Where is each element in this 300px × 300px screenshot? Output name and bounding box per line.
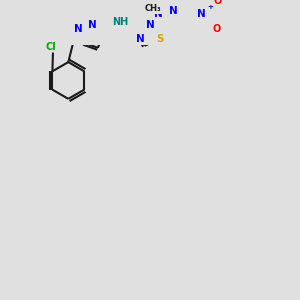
Text: N: N — [154, 9, 163, 19]
Text: N: N — [136, 34, 145, 44]
Text: Cl: Cl — [46, 42, 56, 52]
Text: O: O — [212, 24, 220, 34]
Text: NH: NH — [112, 17, 128, 27]
Text: N: N — [197, 9, 206, 19]
Text: +: + — [207, 4, 213, 10]
Text: N: N — [74, 24, 83, 34]
Text: N: N — [169, 6, 178, 16]
Text: O⁻: O⁻ — [214, 0, 227, 6]
Text: S: S — [157, 34, 164, 44]
Text: N: N — [146, 20, 154, 30]
Text: CH₃: CH₃ — [145, 4, 161, 14]
Text: N: N — [88, 20, 97, 30]
